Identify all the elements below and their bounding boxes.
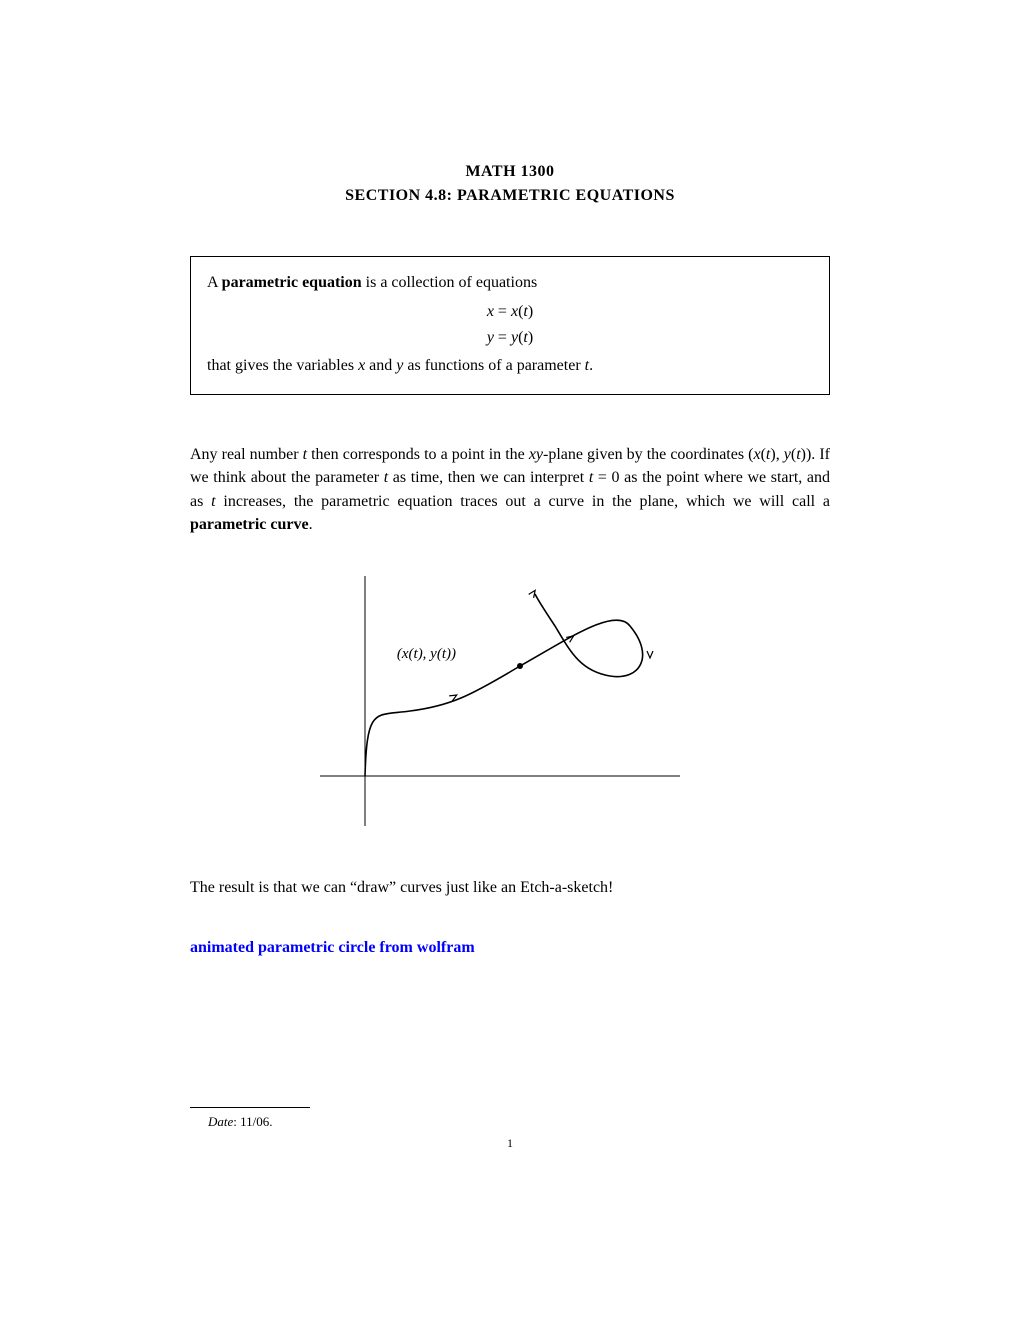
- def-lead-b: is a collection of equations: [362, 274, 538, 291]
- def-term: parametric equation: [222, 274, 362, 291]
- eq2-eq: =: [494, 329, 511, 346]
- p-6: increases, the parametric equation trace…: [216, 493, 830, 510]
- p-4: as time, then we can interpret: [388, 469, 589, 486]
- equation-2: y = y(t): [207, 325, 813, 351]
- page-title: MATH 1300 SECTION 4.8: PARAMETRIC EQUATI…: [190, 160, 830, 208]
- p-yoft: y: [784, 446, 791, 463]
- equation-block: x = x(t) y = y(t): [207, 299, 813, 350]
- curve-svg: (x(t), y(t)): [320, 566, 700, 836]
- p-1: Any real number: [190, 446, 303, 463]
- title-line-1: MATH 1300: [190, 160, 830, 184]
- parametric-curve: [365, 594, 643, 776]
- eq2-lhs: y: [487, 329, 494, 346]
- arrow-3-icon: [647, 651, 653, 658]
- trail-a: that gives the variables: [207, 357, 358, 374]
- wolfram-link[interactable]: animated parametric circle from wolfram: [190, 939, 475, 956]
- p-2: then corresponds to a point in the: [307, 446, 529, 463]
- eq2-fn: y: [511, 329, 518, 346]
- p-7: .: [309, 516, 313, 533]
- parametric-curve-figure: (x(t), y(t)): [190, 566, 830, 836]
- result-line: The result is that we can “draw” curves …: [190, 876, 830, 899]
- p-xoft: x: [753, 446, 760, 463]
- equation-1: x = x(t): [207, 299, 813, 325]
- date-label: Date: [208, 1114, 233, 1129]
- eq1-eq: =: [494, 303, 511, 320]
- date-value: : 11/06.: [233, 1114, 272, 1129]
- footnote-rule: [190, 1107, 310, 1108]
- curve-point: [517, 663, 523, 669]
- trail-c: as functions of a parameter: [403, 357, 584, 374]
- trail-b: and: [365, 357, 396, 374]
- definition-box: A parametric equation is a collection of…: [190, 256, 830, 395]
- definition-trail: that gives the variables x and y as func…: [207, 354, 813, 378]
- p-xy: xy: [529, 446, 543, 463]
- def-lead-a: A: [207, 274, 222, 291]
- definition-text: A parametric equation is a collection of…: [207, 271, 813, 295]
- external-link-line: animated parametric circle from wolfram: [190, 939, 830, 957]
- curve-point-label: (x(t), y(t)): [397, 646, 456, 662]
- eq1-fn: x: [511, 303, 518, 320]
- trail-d: .: [589, 357, 593, 374]
- date-footnote: Date: 11/06.: [190, 1114, 830, 1130]
- title-line-2: SECTION 4.8: PARAMETRIC EQUATIONS: [190, 184, 830, 208]
- eq1-lhs: x: [487, 303, 494, 320]
- p-3: -plane given by the coordinates (: [543, 446, 753, 463]
- page-content: MATH 1300 SECTION 4.8: PARAMETRIC EQUATI…: [190, 0, 830, 1151]
- p-3c: ),: [770, 446, 783, 463]
- page-number: 1: [190, 1136, 830, 1151]
- p-term: parametric curve: [190, 516, 309, 533]
- body-paragraph: Any real number t then corresponds to a …: [190, 443, 830, 536]
